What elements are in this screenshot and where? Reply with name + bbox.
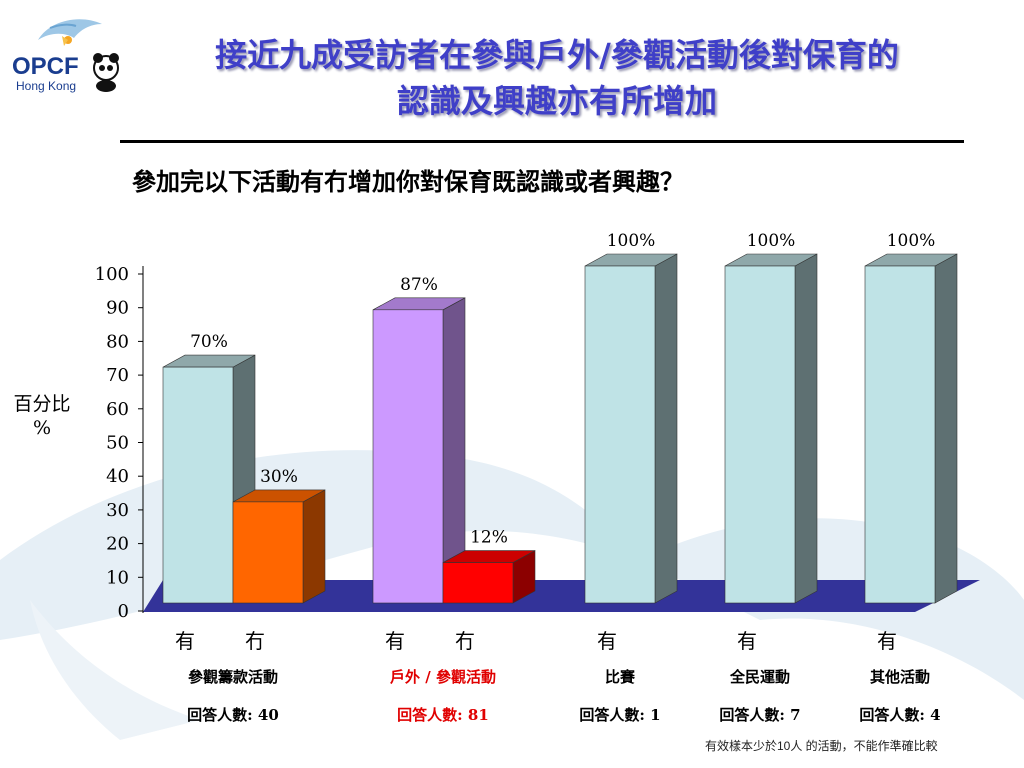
x-tick-label: 冇 bbox=[245, 629, 265, 653]
title-line-2: 認識及興趣亦有所增加 bbox=[396, 82, 717, 120]
y-axis-label-unit: % bbox=[32, 417, 52, 439]
y-tick-label: 90 bbox=[106, 298, 129, 319]
category-label: 比賽 bbox=[604, 668, 635, 686]
data-label: 100% bbox=[887, 231, 936, 251]
x-tick-label: 有 bbox=[385, 629, 405, 653]
y-tick-label: 60 bbox=[106, 399, 129, 420]
bar bbox=[864, 265, 936, 604]
category-label: 戶外 / 參觀活動 bbox=[390, 668, 496, 686]
y-tick-label: 80 bbox=[106, 331, 129, 352]
logo-subtext: Hong Kong bbox=[16, 79, 76, 93]
x-tick-label: 有 bbox=[175, 629, 195, 653]
y-tick-label: 50 bbox=[106, 433, 129, 454]
response-count-label: 回答人數: 81 bbox=[397, 706, 489, 724]
footnote: 有效樣本少於10人 的活動，不能作準確比較 bbox=[705, 739, 938, 753]
chart-question: 參加完以下活動有冇增加你對保育既認識或者興趣？ bbox=[132, 167, 684, 196]
bar-side bbox=[654, 253, 678, 604]
data-label: 87% bbox=[400, 275, 438, 295]
bar bbox=[724, 265, 796, 604]
response-count-label: 回答人數: 4 bbox=[859, 706, 941, 724]
y-tick-label: 100 bbox=[95, 264, 129, 285]
title-divider bbox=[120, 140, 964, 143]
opcf-logo: OPCF Hong Kong bbox=[12, 19, 119, 93]
logo-text: OPCF bbox=[12, 53, 79, 80]
bar bbox=[372, 309, 444, 604]
y-tick-label: 70 bbox=[106, 365, 129, 386]
title-line-1: 接近九成受訪者在參與戶外/參觀活動後對保育的 bbox=[215, 36, 899, 74]
x-tick-label: 有 bbox=[737, 629, 757, 653]
y-tick-label: 40 bbox=[106, 466, 129, 487]
data-label: 100% bbox=[747, 231, 796, 251]
page-title: 接近九成受訪者在參與戶外/參觀活動後對保育的 認識及興趣亦有所增加 bbox=[122, 32, 992, 124]
category-label: 全民運動 bbox=[729, 668, 790, 686]
data-label: 12% bbox=[470, 528, 508, 548]
data-label: 100% bbox=[607, 231, 656, 251]
response-count-label: 回答人數: 1 bbox=[579, 706, 661, 724]
category-label: 其他活動 bbox=[869, 668, 930, 686]
y-axis-label-text: 百分比 bbox=[13, 393, 71, 415]
y-tick-label: 10 bbox=[106, 567, 129, 588]
bar-side bbox=[794, 253, 818, 604]
data-label: 70% bbox=[190, 332, 228, 352]
x-tick-label: 有 bbox=[597, 629, 617, 653]
bar bbox=[162, 366, 234, 604]
bar bbox=[442, 562, 514, 604]
bar bbox=[584, 265, 656, 604]
y-tick-label: 0 bbox=[118, 601, 129, 622]
response-count-label: 回答人數: 7 bbox=[719, 706, 801, 724]
x-tick-label: 有 bbox=[877, 629, 897, 653]
data-label: 30% bbox=[260, 467, 298, 487]
category-label: 參觀籌款活動 bbox=[187, 668, 278, 686]
y-tick-label: 30 bbox=[106, 500, 129, 521]
y-tick-label: 20 bbox=[106, 534, 129, 555]
response-count-label: 回答人數: 40 bbox=[187, 706, 279, 724]
bar-side bbox=[302, 489, 326, 604]
x-tick-label: 冇 bbox=[455, 629, 475, 653]
bar bbox=[232, 501, 304, 604]
y-axis-label: 百分比 % bbox=[12, 392, 72, 440]
bar-side bbox=[934, 253, 958, 604]
